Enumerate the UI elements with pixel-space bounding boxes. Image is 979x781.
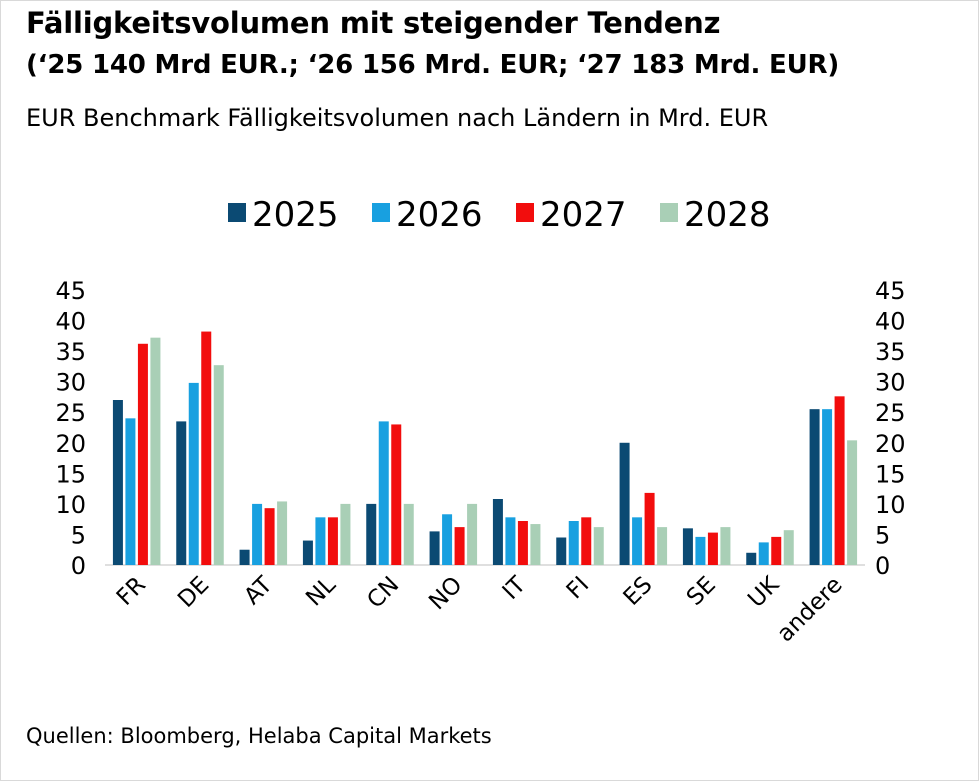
bar-at-2025 (239, 549, 250, 565)
bar-uk-2028 (783, 530, 794, 565)
bar-uk-2026 (758, 542, 769, 565)
bars (112, 331, 858, 565)
x-tick-label: NL (301, 572, 341, 612)
legend-swatch-2028 (660, 203, 678, 222)
bar-de-2026 (188, 382, 199, 565)
y-tick-label-right: 35 (875, 338, 906, 366)
bar-se-2027 (707, 532, 718, 565)
bar-de-2027 (201, 331, 212, 565)
source-note: Quellen: Bloomberg, Helaba Capital Marke… (26, 724, 492, 748)
y-tick-label-left: 40 (55, 308, 86, 336)
bar-cn-2027 (391, 424, 402, 565)
bar-it-2028 (530, 524, 541, 565)
bar-fr-2028 (150, 337, 161, 565)
x-tick-label: andere (772, 572, 847, 647)
y-tick-label-right: 5 (875, 521, 890, 549)
legend-swatch-2025 (228, 203, 246, 222)
x-tick-label: UK (743, 571, 785, 613)
y-tick-label-right: 45 (875, 277, 906, 305)
legend-label-2028: 2028 (684, 195, 771, 235)
bar-no-2027 (454, 527, 465, 565)
y-tick-label-right: 10 (875, 491, 906, 519)
bar-se-2028 (720, 527, 731, 565)
chart-subtitle: EUR Benchmark Fälligkeitsvolumen nach Lä… (26, 104, 769, 132)
x-tick-label: FI (562, 572, 595, 605)
chart-title: Fälligkeitsvolumen mit steigender Tenden… (26, 6, 721, 40)
bar-it-2026 (505, 517, 516, 565)
legend-label-2025: 2025 (252, 195, 339, 235)
bar-cn-2026 (378, 421, 389, 565)
bar-nl-2027 (327, 517, 338, 565)
bar-fr-2026 (125, 418, 136, 565)
bar-it-2025 (492, 499, 503, 565)
bar-at-2028 (277, 501, 288, 565)
bar-es-2028 (657, 527, 668, 565)
bar-andere-2025 (809, 409, 820, 565)
bar-fi-2028 (593, 527, 604, 565)
bar-fi-2027 (581, 517, 592, 565)
bar-andere-2027 (834, 396, 845, 565)
bar-fr-2025 (112, 400, 123, 565)
legend: 2025 2026 2027 2028 (228, 195, 771, 235)
bar-at-2026 (252, 503, 263, 565)
legend-label-2027: 2027 (540, 195, 627, 235)
y-tick-label-left: 15 (55, 460, 86, 488)
bar-se-2026 (695, 536, 706, 565)
bar-fi-2026 (568, 521, 579, 565)
bar-fr-2027 (137, 343, 148, 565)
y-tick-label-right: 25 (875, 399, 906, 427)
y-tick-label-right: 15 (875, 460, 906, 488)
bar-uk-2025 (746, 552, 757, 565)
y-tick-label-left: 20 (55, 430, 86, 458)
x-tick-label: NO (424, 572, 467, 615)
bar-it-2027 (517, 521, 528, 565)
y-tick-label-left: 0 (71, 552, 86, 580)
bar-nl-2026 (315, 517, 326, 565)
bar-no-2028 (467, 503, 478, 565)
bar-de-2028 (213, 365, 224, 565)
x-tick-label: DE (173, 572, 214, 613)
bar-andere-2028 (847, 440, 858, 565)
x-tick-label: SE (682, 572, 721, 611)
x-tick-label: CN (362, 572, 404, 614)
y-tick-label-left: 25 (55, 399, 86, 427)
bar-fi-2025 (556, 537, 567, 565)
bar-es-2026 (632, 517, 643, 565)
x-tick-label: IT (498, 571, 532, 605)
x-tick-label: FR (112, 572, 151, 611)
bar-es-2025 (619, 442, 630, 565)
bar-se-2025 (682, 528, 693, 565)
legend-swatch-2027 (516, 203, 534, 222)
y-tick-label-left: 30 (55, 369, 86, 397)
y-tick-label-right: 30 (875, 369, 906, 397)
legend-swatch-2026 (372, 203, 390, 222)
y-tick-label-left: 45 (55, 277, 86, 305)
bar-de-2025 (176, 421, 187, 565)
bar-nl-2028 (340, 503, 351, 565)
bar-uk-2027 (771, 536, 782, 565)
y-tick-label-right: 0 (875, 552, 890, 580)
bar-nl-2025 (302, 540, 313, 565)
legend-label-2026: 2026 (396, 195, 483, 235)
y-tick-label-left: 35 (55, 338, 86, 366)
bar-no-2026 (442, 514, 453, 565)
bar-at-2027 (264, 508, 275, 565)
bar-es-2027 (644, 492, 655, 565)
bar-cn-2028 (403, 503, 414, 565)
y-tick-label-right: 20 (875, 430, 906, 458)
y-tick-label-left: 5 (71, 521, 86, 549)
chart-subtitle-totals: (‘25 140 Mrd EUR.; ‘26 156 Mrd. EUR; ‘27… (26, 50, 840, 80)
y-tick-label-right: 40 (875, 308, 906, 336)
y-tick-label-left: 10 (55, 491, 86, 519)
bar-andere-2026 (822, 409, 833, 565)
bar-no-2025 (429, 531, 440, 565)
x-tick-label: ES (619, 572, 658, 611)
x-tick-label: AT (239, 571, 278, 610)
bar-cn-2025 (366, 503, 377, 565)
